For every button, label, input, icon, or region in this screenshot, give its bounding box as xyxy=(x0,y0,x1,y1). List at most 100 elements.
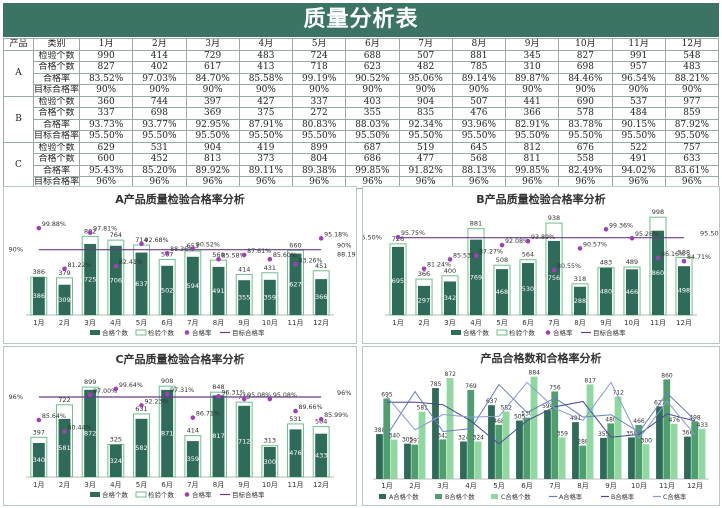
value-cell: 623 xyxy=(345,61,400,74)
value-cell: 491 xyxy=(611,153,666,166)
category-label: 2月 xyxy=(418,319,429,327)
inspected-label: 722 xyxy=(58,396,70,404)
bar-b xyxy=(663,379,671,479)
category-label: 2月 xyxy=(409,482,420,490)
passed-label: 860 xyxy=(652,269,664,277)
value-cell: 419 xyxy=(238,141,294,154)
value-cell: 99.19% xyxy=(291,72,347,85)
bar-a xyxy=(628,437,635,479)
bar-a xyxy=(488,405,495,479)
value-cell: 718 xyxy=(291,61,347,74)
rate-label: 95.26% xyxy=(635,231,659,238)
rate-dot xyxy=(293,262,298,267)
row-label: 合格率 xyxy=(33,72,80,85)
value-cell: 568 xyxy=(451,153,507,166)
rate-label: 95.08% xyxy=(247,392,271,399)
bar-passed xyxy=(109,245,122,315)
legend-label: 合格个数 xyxy=(102,328,129,337)
header-cell: 7月 xyxy=(398,38,453,51)
bar-passed xyxy=(186,256,199,315)
value-cell: 522 xyxy=(611,141,666,154)
rate-dot xyxy=(421,266,427,272)
value-cell: 881 xyxy=(451,49,507,62)
bar-b xyxy=(691,421,699,479)
inspected-label: 325 xyxy=(110,436,122,444)
category-label: 3月 xyxy=(444,319,455,327)
category-label: 2月 xyxy=(59,481,70,489)
legend-label: 检验个数 xyxy=(148,328,175,337)
passed-label: 502 xyxy=(161,286,173,294)
bar-label: 884 xyxy=(529,370,541,377)
bar-passed xyxy=(263,447,276,477)
chart-title: B产品质量检验合格率分析 xyxy=(476,192,605,206)
category-label: 6月 xyxy=(522,319,533,327)
table-row: 合格率 95.43% 85.20% 89.92% 89.11% 89.38% 99.85% 9… xyxy=(4,164,720,177)
value-cell: 414 xyxy=(132,49,187,62)
legend-swatch xyxy=(379,494,386,499)
bar-label: 359 xyxy=(557,430,569,437)
category-label: 6月 xyxy=(161,319,172,327)
category-label: 7月 xyxy=(187,319,198,327)
bar-passed xyxy=(58,418,71,477)
bar-label: 505 xyxy=(514,414,526,421)
bar-label: 466 xyxy=(633,418,645,425)
table-row: 目标合格率 96% 96% 96% 96% 96% 96% 96% 96% 96% 96% 96% 96… xyxy=(4,176,720,189)
passed-label: 309 xyxy=(58,296,70,304)
rate-label: 99.64% xyxy=(119,382,143,389)
rate-label: 99.88% xyxy=(42,221,66,228)
passed-label: 594 xyxy=(187,282,199,290)
value-cell: 812 xyxy=(504,141,560,154)
target-label: 90% xyxy=(337,242,351,250)
value-cell: 617 xyxy=(185,61,240,74)
bar-c xyxy=(586,384,594,479)
passed-label: 498 xyxy=(678,287,690,295)
value-cell: 85.58% xyxy=(238,72,294,85)
inspected-label: 998 xyxy=(652,208,664,216)
value-cell: 90.15% xyxy=(611,118,666,131)
table-row: 合格个数 827 402 617 413 718 623 482 785 310 698 957 483 xyxy=(4,61,720,74)
bar-label: 288 xyxy=(577,439,589,446)
category-label: 6月 xyxy=(521,482,532,490)
rate-label: 95.18% xyxy=(324,231,348,238)
header-cell: 8月 xyxy=(451,38,507,51)
rate-dot xyxy=(525,238,531,244)
value-cell: 397 xyxy=(185,95,240,108)
legend-swatch-inspected xyxy=(135,329,147,336)
inspected-label: 414 xyxy=(238,265,250,273)
rate-label: 81.22% xyxy=(68,262,92,269)
value-cell: 90% xyxy=(504,84,560,97)
line-c-rate xyxy=(386,381,696,440)
rate-label: 99.36% xyxy=(609,222,633,229)
value-cell: 89.92% xyxy=(185,164,240,177)
header-cell: 12月 xyxy=(664,38,720,51)
row-label: 目标合格率 xyxy=(33,84,80,97)
target-label: 90% xyxy=(9,246,23,254)
bar-a xyxy=(404,443,411,479)
value-cell: 88.03% xyxy=(345,118,400,131)
page-title: 质量分析表 xyxy=(3,3,719,37)
line-a-rate xyxy=(386,383,696,436)
rate-label: 86.71% xyxy=(196,411,220,418)
passed-label: 300 xyxy=(264,458,276,466)
rate-label: 92.68% xyxy=(145,237,169,244)
value-cell: 688 xyxy=(345,49,400,62)
rate-dot xyxy=(139,241,144,247)
bar-label: 491 xyxy=(570,415,582,422)
value-cell: 93.73% xyxy=(78,118,134,131)
passed-label: 756 xyxy=(548,274,560,282)
inspected-label: 881 xyxy=(470,220,482,228)
rate-label: 95.08% xyxy=(273,392,297,399)
rate-label: 85.99% xyxy=(324,412,348,419)
bar-passed xyxy=(521,263,535,315)
rate-dot xyxy=(139,403,144,408)
inspected-label: 431 xyxy=(264,264,276,272)
value-cell: 427 xyxy=(238,95,294,108)
value-cell: 95.50% xyxy=(78,130,134,143)
bar-passed xyxy=(238,405,251,477)
value-cell: 82.91% xyxy=(504,118,560,131)
rate-label: 96.31% xyxy=(222,389,246,396)
inspected-label: 504 xyxy=(315,418,327,426)
value-cell: 835 xyxy=(398,107,453,120)
bar-passed xyxy=(315,279,328,315)
value-cell: 441 xyxy=(504,95,560,108)
